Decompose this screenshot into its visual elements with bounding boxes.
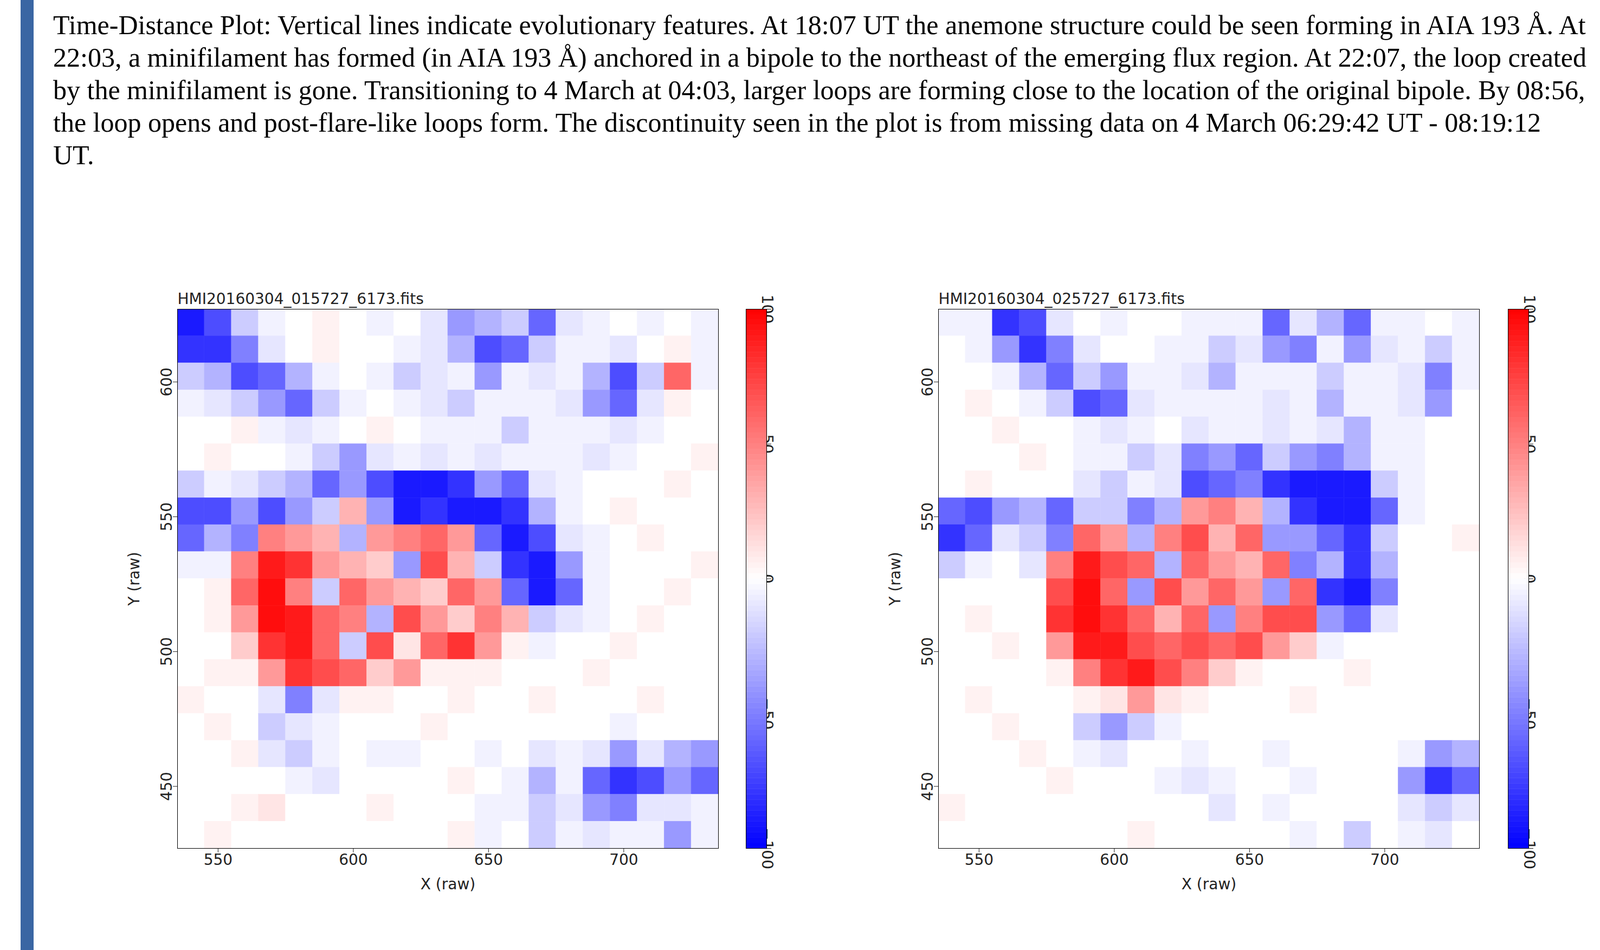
svg-text:700: 700	[609, 850, 638, 869]
svg-text:−100: −100	[1520, 827, 1538, 870]
svg-text:Y (raw): Y (raw)	[886, 551, 905, 606]
svg-text:600: 600	[338, 850, 368, 869]
svg-text:700: 700	[1370, 850, 1399, 869]
html-text:Time-Distance Plot: Vertical l: Time-Distance Plot: Vertical lines indic…	[53, 9, 1587, 171]
svg-text:HMI20160304_025727_6173.fits: HMI20160304_025727_6173.fits	[938, 289, 1185, 308]
svg-text:X (raw): X (raw)	[1181, 875, 1237, 894]
svg-text:500: 500	[918, 637, 937, 667]
svg-text:650: 650	[474, 850, 503, 869]
svg-text:650: 650	[1235, 850, 1264, 869]
svg-text:550: 550	[157, 502, 176, 532]
svg-text:550: 550	[203, 850, 233, 869]
svg-text:50: 50	[1520, 434, 1538, 454]
svg-text:600: 600	[1099, 850, 1129, 869]
svg-text:−100: −100	[758, 827, 776, 870]
svg-text:550: 550	[964, 850, 994, 869]
svg-text:450: 450	[918, 771, 937, 801]
svg-text:100: 100	[758, 294, 776, 324]
svg-text:600: 600	[157, 367, 176, 397]
svg-text:100: 100	[1520, 294, 1538, 324]
svg-text:500: 500	[157, 637, 176, 667]
svg-text:X (raw): X (raw)	[420, 875, 476, 894]
svg-text:450: 450	[157, 771, 176, 801]
svg-text:0: 0	[758, 574, 776, 584]
svg-text:Y (raw): Y (raw)	[125, 551, 144, 606]
svg-text:HMI20160304_015727_6173.fits: HMI20160304_015727_6173.fits	[177, 289, 424, 308]
svg-text:0: 0	[1520, 574, 1538, 584]
svg-text:600: 600	[918, 367, 937, 397]
svg-text:550: 550	[918, 502, 937, 532]
svg-text:−50: −50	[758, 697, 776, 730]
svg-text:−50: −50	[1520, 697, 1538, 730]
svg-text:50: 50	[758, 434, 776, 454]
